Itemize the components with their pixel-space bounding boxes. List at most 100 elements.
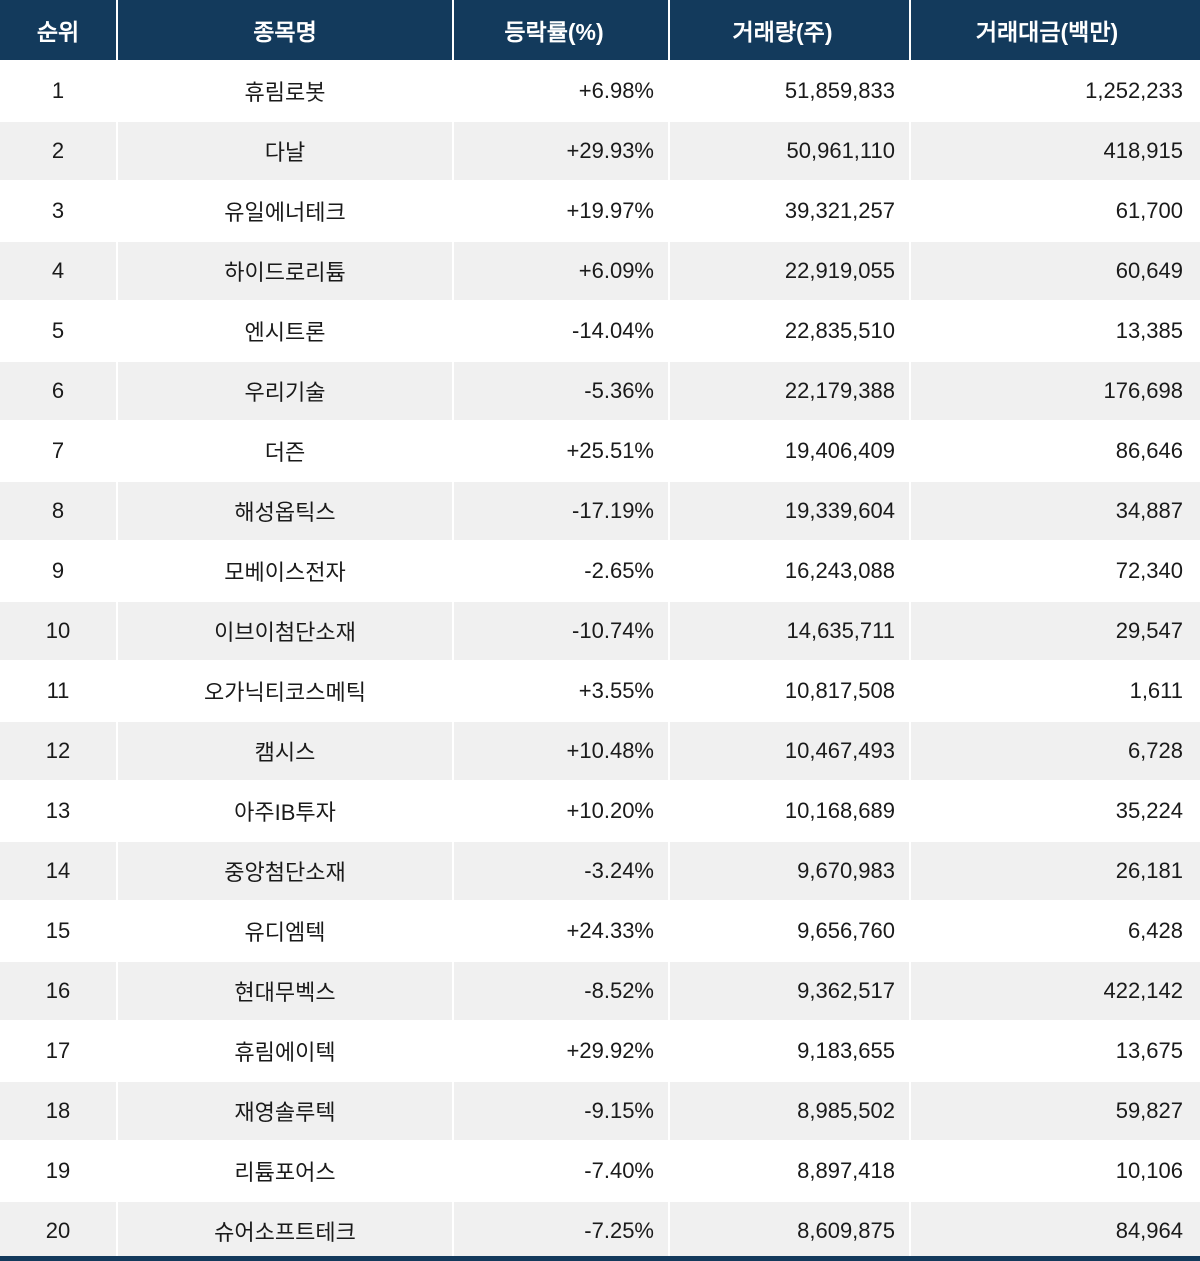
column-header-change-rate: 등락률(%) [452, 0, 668, 60]
table-row: 19 리튬포어스 -7.40% 8,897,418 10,106 [0, 1140, 1200, 1200]
table-row: 20 슈어소프트테크 -7.25% 8,609,875 84,964 [0, 1200, 1200, 1260]
volume-cell: 8,897,418 [668, 1142, 909, 1200]
stock-name-cell: 유일에너테크 [116, 182, 452, 240]
rank-cell: 1 [51, 78, 65, 103]
table-row: 13 아주IB투자 +10.20% 10,168,689 35,224 [0, 780, 1200, 840]
rank-cell: 4 [51, 258, 65, 283]
table-row: 18 재영솔루텍 -9.15% 8,985,502 59,827 [0, 1080, 1200, 1140]
change-rate-cell: -17.19% [452, 482, 668, 540]
stock-name-cell: 중앙첨단소재 [116, 842, 452, 900]
table-row: 10 이브이첨단소재 -10.74% 14,635,711 29,547 [0, 600, 1200, 660]
rank-cell: 11 [46, 678, 70, 703]
trading-value-cell: 60,649 [909, 242, 1200, 300]
stock-name-cell: 리튬포어스 [116, 1142, 452, 1200]
volume-cell: 10,168,689 [668, 782, 909, 840]
table-row: 9 모베이스전자 -2.65% 16,243,088 72,340 [0, 540, 1200, 600]
rank-cell: 8 [51, 498, 65, 523]
table-body: 1 휴림로봇 +6.98% 51,859,833 1,252,233 2 다날 +29.93%… [0, 60, 1200, 1260]
stock-name-cell: 휴림로봇 [116, 62, 452, 120]
trading-value-cell: 26,181 [909, 842, 1200, 900]
rank-cell: 2 [51, 138, 65, 163]
table-row: 12 캠시스 +10.48% 10,467,493 6,728 [0, 720, 1200, 780]
change-rate-cell: +24.33% [452, 902, 668, 960]
change-rate-cell: -3.24% [452, 842, 668, 900]
stock-name-cell: 다날 [116, 122, 452, 180]
trading-value-cell: 13,385 [909, 302, 1200, 360]
stock-name-cell: 슈어소프트테크 [116, 1202, 452, 1260]
change-rate-cell: +25.51% [452, 422, 668, 480]
change-rate-cell: -14.04% [452, 302, 668, 360]
column-header-trading-value: 거래대금(백만) [909, 0, 1200, 60]
rank-cell: 15 [45, 918, 71, 943]
volume-cell: 51,859,833 [668, 62, 909, 120]
volume-cell: 22,919,055 [668, 242, 909, 300]
stock-name-cell: 더즌 [116, 422, 452, 480]
table-row: 11 오가닉티코스메틱 +3.55% 10,817,508 1,611 [0, 660, 1200, 720]
rank-cell: 3 [51, 198, 65, 223]
table-row: 17 휴림에이텍 +29.92% 9,183,655 13,675 [0, 1020, 1200, 1080]
stock-name-cell: 오가닉티코스메틱 [116, 662, 452, 720]
change-rate-cell: +10.48% [452, 722, 668, 780]
rank-cell: 14 [45, 858, 71, 883]
volume-cell: 50,961,110 [668, 122, 909, 180]
stock-name-cell: 이브이첨단소재 [116, 602, 452, 660]
change-rate-cell: -8.52% [452, 962, 668, 1020]
trading-value-cell: 13,675 [909, 1022, 1200, 1080]
rank-cell: 17 [45, 1038, 71, 1063]
change-rate-cell: -5.36% [452, 362, 668, 420]
volume-cell: 16,243,088 [668, 542, 909, 600]
change-rate-cell: +19.97% [452, 182, 668, 240]
volume-cell: 9,183,655 [668, 1022, 909, 1080]
volume-cell: 8,609,875 [668, 1202, 909, 1260]
trading-value-cell: 59,827 [909, 1082, 1200, 1140]
trading-value-cell: 61,700 [909, 182, 1200, 240]
rank-cell: 16 [45, 978, 71, 1003]
change-rate-cell: +29.93% [452, 122, 668, 180]
change-rate-cell: -7.25% [452, 1202, 668, 1260]
change-rate-cell: -2.65% [452, 542, 668, 600]
table-row: 15 유디엠텍 +24.33% 9,656,760 6,428 [0, 900, 1200, 960]
change-rate-cell: -7.40% [452, 1142, 668, 1200]
volume-cell: 14,635,711 [668, 602, 909, 660]
trading-value-cell: 10,106 [909, 1142, 1200, 1200]
volume-cell: 19,406,409 [668, 422, 909, 480]
table-row: 7 더즌 +25.51% 19,406,409 86,646 [0, 420, 1200, 480]
trading-value-cell: 72,340 [909, 542, 1200, 600]
rank-cell: 19 [45, 1158, 71, 1183]
volume-cell: 8,985,502 [668, 1082, 909, 1140]
change-rate-cell: -9.15% [452, 1082, 668, 1140]
rank-cell: 7 [51, 438, 65, 463]
trading-value-cell: 6,728 [909, 722, 1200, 780]
table-row: 14 중앙첨단소재 -3.24% 9,670,983 26,181 [0, 840, 1200, 900]
rank-cell: 20 [45, 1218, 71, 1243]
stock-name-cell: 재영솔루텍 [116, 1082, 452, 1140]
trading-value-cell: 422,142 [909, 962, 1200, 1020]
table-row: 4 하이드로리튬 +6.09% 22,919,055 60,649 [0, 240, 1200, 300]
trading-value-cell: 29,547 [909, 602, 1200, 660]
volume-cell: 10,817,508 [668, 662, 909, 720]
stock-name-cell: 캠시스 [116, 722, 452, 780]
change-rate-cell: +6.09% [452, 242, 668, 300]
table-row: 8 해성옵틱스 -17.19% 19,339,604 34,887 [0, 480, 1200, 540]
volume-cell: 9,656,760 [668, 902, 909, 960]
volume-cell: 9,362,517 [668, 962, 909, 1020]
trading-value-cell: 418,915 [909, 122, 1200, 180]
trading-value-cell: 34,887 [909, 482, 1200, 540]
rank-cell: 12 [45, 738, 71, 763]
rank-cell: 9 [51, 558, 65, 583]
volume-cell: 19,339,604 [668, 482, 909, 540]
change-rate-cell: -10.74% [452, 602, 668, 660]
volume-cell: 22,835,510 [668, 302, 909, 360]
trading-value-cell: 1,252,233 [909, 62, 1200, 120]
change-rate-cell: +3.55% [452, 662, 668, 720]
volume-cell: 22,179,388 [668, 362, 909, 420]
trading-value-cell: 84,964 [909, 1202, 1200, 1260]
stock-name-cell: 아주IB투자 [116, 782, 452, 840]
table-row: 3 유일에너테크 +19.97% 39,321,257 61,700 [0, 180, 1200, 240]
trading-value-cell: 1,611 [909, 662, 1200, 720]
table-row: 6 우리기술 -5.36% 22,179,388 176,698 [0, 360, 1200, 420]
rank-cell: 10 [45, 618, 71, 643]
table-row: 1 휴림로봇 +6.98% 51,859,833 1,252,233 [0, 60, 1200, 120]
column-header-volume: 거래량(주) [668, 0, 909, 60]
